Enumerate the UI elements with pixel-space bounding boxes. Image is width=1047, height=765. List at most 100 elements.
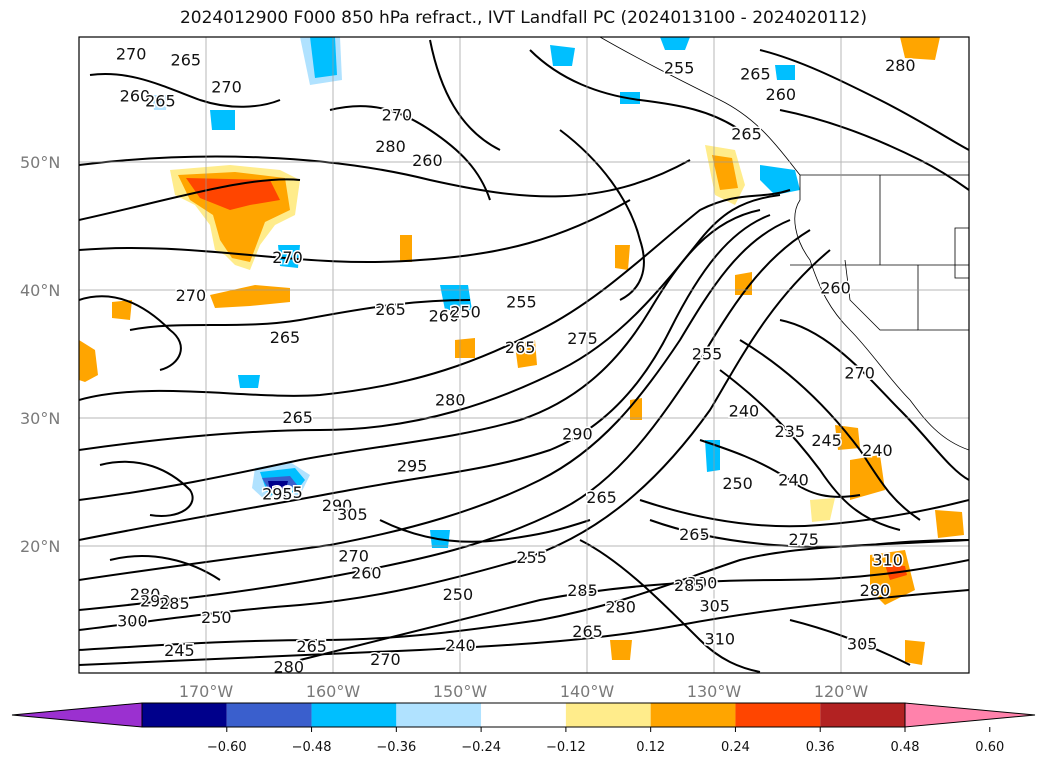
anomaly-positive-patch bbox=[615, 245, 630, 270]
lon-label: 120°W bbox=[814, 682, 869, 701]
longitude-labels: 170°W 160°W 150°W 140°W 130°W 120°W bbox=[179, 682, 869, 701]
contour-line bbox=[639, 499, 969, 528]
contour-label: 240 bbox=[445, 636, 476, 655]
contour-label: 280 bbox=[274, 657, 305, 676]
contour-line bbox=[699, 439, 861, 498]
colorbar-tick-label: 0.60 bbox=[975, 740, 1004, 755]
contour-label: 300 bbox=[687, 573, 718, 592]
contour-line bbox=[129, 299, 471, 331]
contour-line bbox=[79, 249, 831, 631]
contour-label: 270 bbox=[116, 44, 147, 63]
contour-label: 285 bbox=[272, 483, 303, 502]
contour-label: 255 bbox=[692, 345, 723, 364]
contour-line bbox=[329, 105, 491, 201]
contour-line bbox=[79, 189, 791, 401]
contour-line bbox=[79, 219, 791, 581]
colorbar-tick-label: −0.60 bbox=[207, 740, 247, 755]
contour-label: 250 bbox=[443, 585, 474, 604]
contour-label: 265 bbox=[171, 51, 202, 70]
contour-label: 305 bbox=[699, 596, 730, 615]
contour-label: 260 bbox=[429, 306, 460, 325]
colorbar-segment bbox=[226, 703, 312, 727]
contour-label: 260 bbox=[120, 86, 151, 105]
anomaly-negative-patch bbox=[550, 45, 575, 66]
colorbar-segment bbox=[142, 703, 227, 727]
contour-line bbox=[109, 555, 221, 581]
anomaly-positive-patch bbox=[905, 640, 925, 665]
contour-label: 265 bbox=[731, 124, 762, 143]
anomaly-positive-patch bbox=[210, 285, 290, 308]
anomaly-negative-patch bbox=[238, 375, 260, 388]
anomaly-positive-patch bbox=[810, 498, 835, 522]
contour-line bbox=[79, 209, 761, 501]
anomaly-positive-patch bbox=[186, 178, 280, 210]
anomaly-positive-patch bbox=[515, 340, 537, 368]
anomaly-positive-patch bbox=[112, 300, 132, 320]
lat-label: 30°N bbox=[20, 409, 60, 428]
contour-label: 255 bbox=[506, 292, 537, 311]
contour-label: 260 bbox=[412, 151, 443, 170]
anomaly-negative-patch bbox=[268, 481, 288, 490]
contour-label: 295 bbox=[397, 456, 428, 475]
colorbar-tick-label: 0.36 bbox=[806, 740, 835, 755]
anomaly-positive-patch bbox=[735, 272, 752, 295]
contour-label: 290 bbox=[140, 591, 171, 610]
anomaly-positive-patch bbox=[900, 37, 940, 60]
contour-line bbox=[79, 229, 811, 611]
anomaly-negative-patch bbox=[210, 110, 235, 130]
contour-label: 305 bbox=[847, 635, 878, 654]
colorbar-segment bbox=[820, 703, 905, 727]
contour-line bbox=[79, 194, 781, 451]
colorbar-tick-label: −0.48 bbox=[292, 740, 332, 755]
contour-label: 235 bbox=[774, 422, 805, 441]
contour-label: 290 bbox=[322, 496, 353, 515]
contour-label: 270 bbox=[176, 286, 207, 305]
anomaly-negative-patch bbox=[440, 285, 472, 310]
contour-label: 280 bbox=[435, 390, 466, 409]
contour-label: 300 bbox=[117, 612, 148, 631]
contour-label: 305 bbox=[337, 505, 368, 524]
anomaly-negative-patch bbox=[660, 37, 690, 50]
contour-label: 265 bbox=[740, 65, 771, 84]
state-border bbox=[954, 227, 969, 279]
contour-label: 285 bbox=[567, 581, 598, 600]
colorbar-tick-label: −0.36 bbox=[376, 740, 416, 755]
colorbar-frame bbox=[141, 702, 906, 728]
contour-label: 285 bbox=[674, 576, 705, 595]
contour-label: 265 bbox=[505, 338, 536, 357]
colorbar-segment bbox=[481, 703, 566, 727]
colorbar-tick-label: −0.24 bbox=[461, 740, 501, 755]
contour-line bbox=[79, 155, 691, 198]
coastline-layer bbox=[599, 37, 969, 451]
lon-label: 130°W bbox=[687, 682, 742, 701]
contour-line bbox=[79, 539, 969, 651]
contour-label: 265 bbox=[586, 488, 617, 507]
anomaly-positive-patch bbox=[400, 235, 412, 262]
lat-label: 20°N bbox=[20, 537, 60, 556]
anomaly-positive-patch bbox=[712, 155, 738, 190]
contour-label: 260 bbox=[820, 278, 851, 297]
colorbar-segment bbox=[311, 703, 397, 727]
contour-line bbox=[79, 199, 631, 264]
contour-label: 295 bbox=[262, 484, 293, 503]
lon-label: 170°W bbox=[179, 682, 234, 701]
anomaly-negative-patch bbox=[705, 440, 720, 472]
contour-label: 270 bbox=[370, 650, 401, 669]
contour-label: 265 bbox=[270, 328, 301, 347]
contour-label: 280 bbox=[860, 581, 891, 600]
contour-line bbox=[779, 109, 969, 191]
contour-label: 250 bbox=[201, 608, 232, 627]
colorbar-extend-min bbox=[11, 702, 143, 728]
colorbar-segment bbox=[735, 703, 821, 727]
chart-title: 2024012900 F000 850 hPa refract., IVT La… bbox=[179, 8, 867, 28]
contour-label: 250 bbox=[450, 303, 481, 322]
contour-line bbox=[79, 589, 969, 666]
colorbar-extend-max bbox=[904, 702, 1036, 728]
contour-label: 280 bbox=[605, 598, 636, 617]
coastline bbox=[599, 37, 969, 451]
anomaly-positive-patch bbox=[455, 338, 475, 358]
colorbar bbox=[11, 702, 1036, 728]
contour-line bbox=[559, 129, 645, 301]
contour-label: 255 bbox=[664, 58, 695, 77]
